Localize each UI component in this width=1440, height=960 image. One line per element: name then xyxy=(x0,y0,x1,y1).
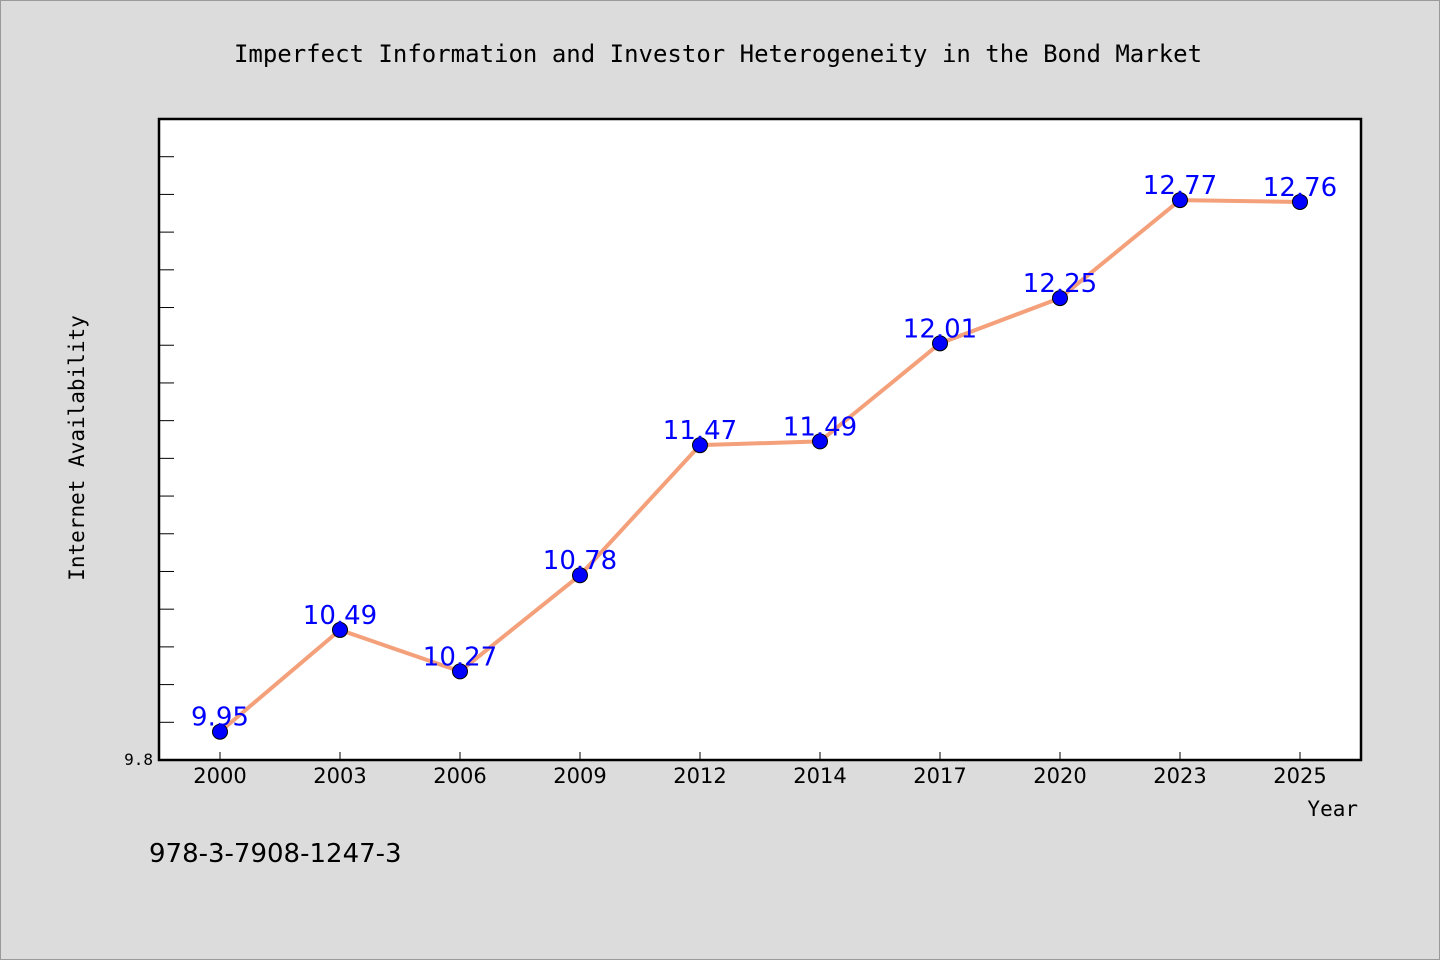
data-point xyxy=(452,663,468,680)
x-tick-label: 2017 xyxy=(913,764,966,788)
data-label: 12.77 xyxy=(1143,171,1217,201)
data-point xyxy=(1052,290,1068,307)
x-tick-label: 2012 xyxy=(673,764,726,788)
data-point xyxy=(812,433,828,450)
series-layer xyxy=(212,192,1308,740)
data-label: 11.47 xyxy=(663,416,737,446)
data-point xyxy=(1172,192,1188,209)
x-tick-label: 2009 xyxy=(553,764,606,788)
data-label: 10.78 xyxy=(543,546,617,576)
y-axis-ticks: 9.8 xyxy=(124,118,174,769)
data-label: 12.25 xyxy=(1023,269,1097,299)
data-point xyxy=(1292,193,1308,210)
data-point xyxy=(572,567,588,584)
data-label: 10.27 xyxy=(423,642,497,672)
data-labels: 9.95 10.49 10.27 10.78 11.47 11.49 12.01 12.25 1… xyxy=(191,171,1337,733)
x-tick-label: 2020 xyxy=(1033,764,1086,788)
data-point xyxy=(692,437,708,454)
data-point xyxy=(332,621,348,638)
x-tick-label: 2006 xyxy=(433,764,486,788)
x-tick-label: 2014 xyxy=(793,764,846,788)
data-label: 10.49 xyxy=(303,601,377,631)
data-label: 11.49 xyxy=(783,412,857,442)
plot-area xyxy=(157,117,1363,762)
x-axis-label: Year xyxy=(1307,797,1358,821)
x-tick-label: 2023 xyxy=(1153,764,1206,788)
x-tick-label: 2003 xyxy=(313,764,366,788)
y-tick-label: 9.8 xyxy=(124,750,153,769)
y-axis-label: Internet Availability xyxy=(65,315,89,581)
data-label: 12.01 xyxy=(903,314,977,344)
x-tick-label: 2025 xyxy=(1273,764,1326,788)
data-point xyxy=(932,335,948,352)
x-tick-label: 2000 xyxy=(193,764,246,788)
data-label: 12.76 xyxy=(1263,173,1337,203)
x-axis-ticks: 2000 2003 2006 2009 2012 2014 2017 2020 2023 2025 xyxy=(193,752,1327,788)
footer-code: 978-3-7908-1247-3 xyxy=(149,839,402,869)
series-line xyxy=(218,198,1302,734)
data-point xyxy=(212,723,228,740)
data-label: 9.95 xyxy=(191,703,249,733)
chart-title: Imperfect Information and Investor Heter… xyxy=(234,40,1202,68)
